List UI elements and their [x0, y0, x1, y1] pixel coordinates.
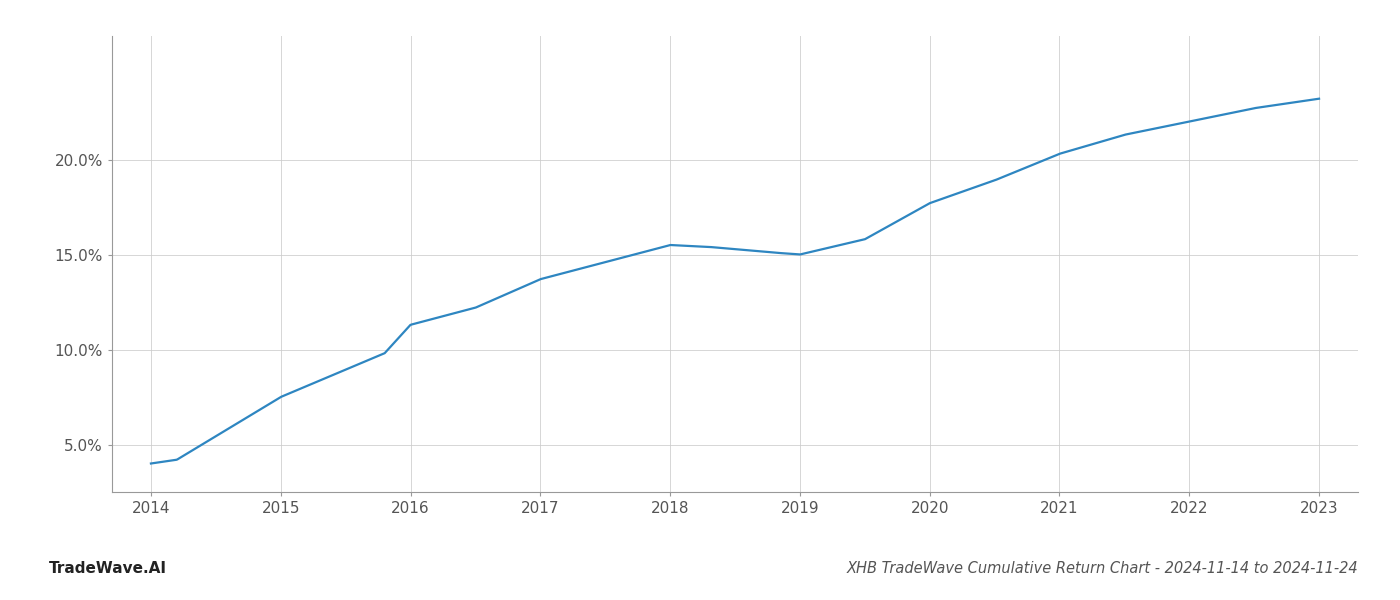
Text: XHB TradeWave Cumulative Return Chart - 2024-11-14 to 2024-11-24: XHB TradeWave Cumulative Return Chart - … [847, 561, 1358, 576]
Text: TradeWave.AI: TradeWave.AI [49, 561, 167, 576]
